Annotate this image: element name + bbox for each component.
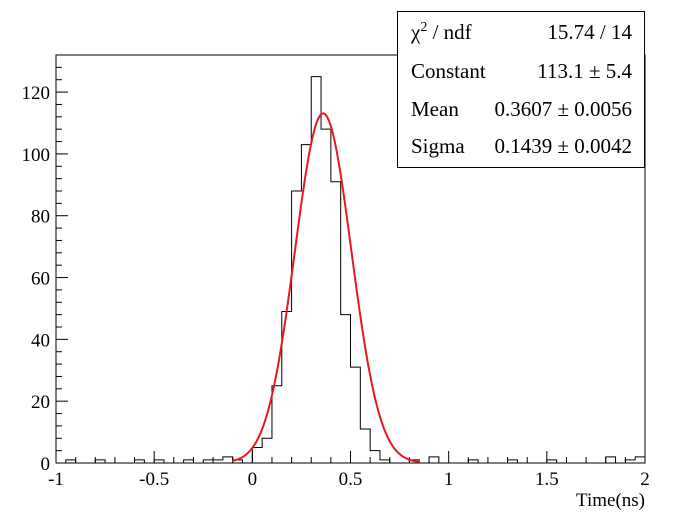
y-axis: 0 20 40 60 80 100 120: [22, 54, 68, 475]
x-tick-label: 1.5: [535, 469, 559, 490]
x-tick-label: 1: [444, 469, 454, 490]
stat-row-mean: Mean 0.3607 ± 0.0056: [398, 91, 644, 127]
stat-value: 15.74 / 14: [547, 20, 632, 44]
x-tick-label: -1: [48, 469, 64, 490]
stat-name: Mean: [411, 97, 459, 121]
y-tick-label: 0: [41, 454, 51, 475]
fit-statistics-box: χ2 / ndf 15.74 / 14 Constant 113.1 ± 5.4…: [397, 11, 645, 168]
x-axis: -1 -0.5 0 0.5 1 1.5 2: [48, 451, 650, 490]
stat-row-constant: Constant 113.1 ± 5.4: [398, 53, 644, 89]
stat-name: χ2 / ndf: [411, 20, 472, 44]
y-tick-label: 80: [31, 207, 50, 228]
stat-value: 0.3607 ± 0.0056: [494, 97, 632, 121]
y-tick-label: 120: [22, 83, 51, 104]
stat-name: Sigma: [411, 134, 465, 158]
gaussian-fit-curve: [232, 112, 420, 463]
y-tick-label: 100: [22, 145, 51, 166]
x-axis-title: Time(ns): [576, 490, 645, 511]
x-tick-label: -0.5: [139, 469, 169, 490]
x-tick-label: 2: [640, 469, 650, 490]
stat-value: 0.1439 ± 0.0042: [494, 134, 632, 158]
x-tick-label: 0.5: [339, 469, 363, 490]
y-tick-label: 20: [31, 392, 50, 413]
stat-value: 113.1 ± 5.4: [537, 59, 632, 83]
x-tick-label: 0: [248, 469, 258, 490]
y-tick-label: 40: [31, 330, 50, 351]
stat-row-sigma: Sigma 0.1439 ± 0.0042: [398, 128, 644, 164]
stat-name: Constant: [411, 59, 486, 83]
histogram-outline: [56, 76, 645, 464]
y-tick-label: 60: [31, 269, 50, 290]
stat-row-chi2: χ2 / ndf 15.74 / 14: [398, 14, 644, 50]
